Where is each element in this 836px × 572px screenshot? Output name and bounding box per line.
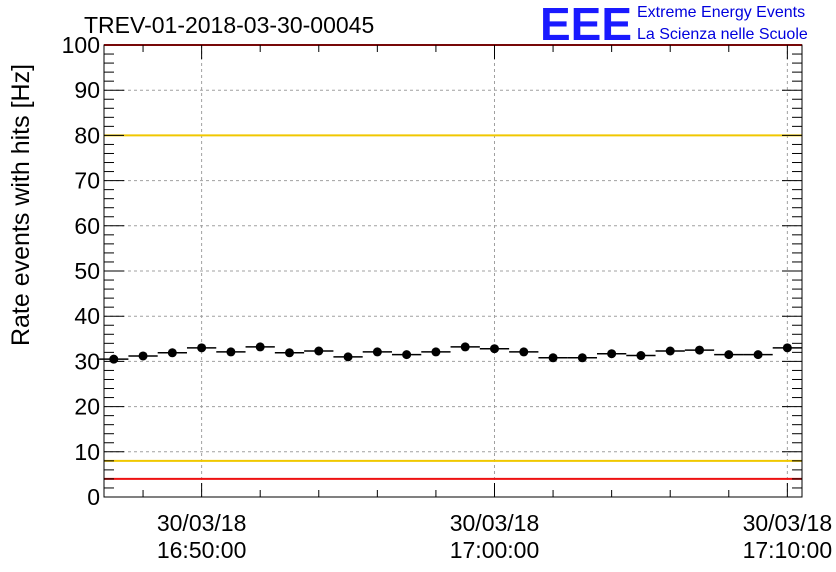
y-axis-title: Rate events with hits [Hz] (7, 64, 35, 346)
x-tick-date: 30/03/18 (450, 510, 540, 536)
logo-line-2: La Scienza nelle Scuole (637, 26, 808, 43)
data-point (489, 344, 499, 354)
data-point (636, 351, 646, 361)
eee-logo: EEE Extreme Energy Events La Scienza nel… (540, 0, 808, 50)
data-point (314, 346, 324, 356)
data-point (197, 343, 207, 353)
plot-frame (103, 44, 803, 498)
logo-text: EEE (540, 0, 632, 50)
y-tick-label: 0 (87, 484, 100, 510)
data-point (694, 345, 704, 355)
data-point (460, 342, 470, 352)
data-point (665, 346, 675, 356)
y-tick-label: 10 (74, 439, 100, 465)
y-tick-label: 30 (74, 348, 100, 374)
y-tick-label: 100 (62, 32, 100, 58)
data-point (343, 352, 353, 362)
chart-title: TREV-01-2018-03-30-00045 (84, 12, 374, 38)
y-tick-labels: 0 10 20 30 40 50 60 70 80 90 100 (62, 32, 100, 510)
x-tick-time: 17:00:00 (450, 537, 540, 563)
x-tick-time: 17:10:00 (743, 537, 833, 563)
x-tick-date: 30/03/18 (743, 510, 833, 536)
data-point (167, 348, 177, 358)
y-tick-label: 70 (74, 168, 100, 194)
data-point (284, 348, 294, 358)
data-point (226, 347, 236, 357)
y-tick-label: 60 (74, 213, 100, 239)
y-tick-label: 90 (74, 77, 100, 103)
data-point (402, 350, 412, 360)
data-point (431, 347, 441, 357)
reference-lines (104, 44, 802, 480)
y-tick-label: 80 (74, 122, 100, 148)
data-series (99, 342, 802, 364)
x-tick-time: 16:50:00 (157, 537, 247, 563)
x-tick-date: 30/03/18 (157, 510, 247, 536)
data-point (109, 354, 119, 364)
y-tick-label: 20 (74, 394, 100, 420)
logo-line-1: Extreme Energy Events (637, 4, 805, 21)
grid-lines (104, 45, 802, 497)
y-tick-label: 50 (74, 258, 100, 284)
data-point (548, 353, 558, 363)
data-point (372, 347, 382, 357)
y-tick-label: 40 (74, 303, 100, 329)
data-point (255, 342, 265, 352)
data-point (753, 350, 763, 360)
data-point (782, 343, 792, 353)
data-point (607, 349, 617, 359)
x-tick-labels: 30/03/1816:50:0030/03/1817:00:0030/03/18… (157, 510, 832, 563)
data-point (138, 351, 148, 361)
data-point (724, 350, 734, 360)
data-point (577, 353, 587, 363)
data-point (519, 347, 529, 357)
